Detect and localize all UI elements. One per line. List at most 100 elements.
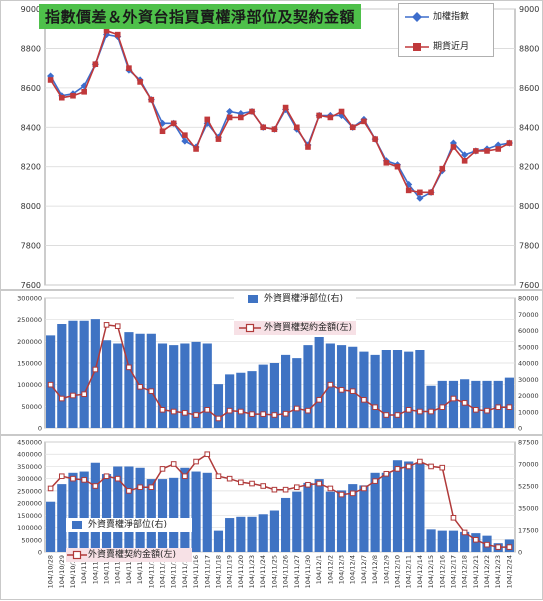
y-tick-left: 0 (38, 549, 42, 557)
net-position-bar (325, 491, 335, 552)
y-tick-left: 300000 (17, 475, 42, 483)
x-tick-date: 104/12/2 (326, 555, 334, 584)
x-tick-date: 104/12/23 (494, 555, 502, 588)
index-point (461, 151, 469, 159)
net-position-bar (46, 335, 56, 428)
contract-amount-point (428, 408, 434, 415)
futures-point (193, 146, 199, 152)
net-position-bar (101, 340, 112, 428)
x-tick-date: 104/11/11 (159, 555, 167, 588)
index-point (226, 107, 234, 116)
net-position-bar (303, 482, 313, 552)
net-position-bar (68, 472, 78, 552)
contract-amount-point (81, 477, 87, 483)
net-position-bar (292, 491, 302, 552)
x-tick-date: 104/11/30 (304, 555, 312, 588)
contract-amount-point (238, 408, 244, 415)
contract-amount-point (305, 481, 311, 488)
hollow-square-marker-icon (239, 323, 261, 333)
call-legend: 外資買權淨部位(右) 外資買權契約金額(左) (234, 291, 356, 335)
contract-amount-point (439, 404, 446, 411)
x-tick-date: 104/11/24 (259, 555, 267, 588)
x-tick-date: 104/11/13 (181, 555, 189, 588)
contract-amount-point (170, 408, 177, 415)
x-tick-date: 104/10/28 (47, 555, 55, 588)
contract-amount-point (92, 483, 99, 489)
contract-amount-point (506, 404, 513, 411)
x-tick-date: 104/12/15 (427, 555, 435, 588)
net-position-bar (392, 460, 403, 552)
net-position-bar (247, 371, 257, 428)
legend-label-futures: 期貨近月 (433, 42, 470, 52)
contract-amount-point (405, 407, 412, 413)
futures-point (271, 126, 278, 133)
put-options-panel: 0 50000 100000 150000 200000 250000 300000 3500… (0, 435, 543, 600)
net-position-bar (202, 472, 212, 552)
x-tick-date: 104/11/25 (270, 555, 278, 588)
x-tick-date: 104/12/7 (360, 555, 368, 584)
y-tick-left: 8000 (21, 202, 41, 211)
futures-point (405, 187, 412, 194)
y-tick-right: 10000 (518, 408, 539, 416)
net-position-bar (225, 518, 235, 552)
x-tick-date: 104/12/10 (394, 555, 402, 588)
contract-amount-point (473, 536, 479, 543)
legend-item-call-position: 外資買權淨部位(右) (234, 292, 356, 306)
contract-amount-point (405, 463, 412, 470)
futures-point (126, 65, 132, 71)
futures-point (170, 120, 177, 127)
x-tick-date: 104/11/27 (293, 555, 301, 588)
x-tick-date: 104/11/19 (226, 555, 234, 588)
contract-amount-point (439, 464, 446, 471)
bar-swatch-icon (72, 521, 82, 529)
net-position-bar (146, 479, 156, 552)
legend-label-call-position: 外資買權淨部位(右) (264, 294, 344, 304)
y-tick-right: 8800 (519, 44, 539, 53)
net-position-bar (180, 467, 190, 552)
net-position-bar (236, 516, 246, 552)
y-tick-left: 8800 (21, 44, 41, 53)
x-tick-date: 104/12/18 (461, 555, 469, 588)
y-tick-left: 200000 (17, 338, 42, 346)
futures-point (461, 158, 468, 164)
x-tick-date: 104/11/9 (136, 555, 144, 584)
y-tick-left: 200000 (17, 500, 42, 508)
contract-amount-point (450, 514, 457, 521)
y-tick-right: 87500 (518, 439, 539, 447)
futures-point (249, 108, 255, 115)
contract-amount-point (58, 473, 65, 480)
contract-amount-point (506, 544, 513, 550)
futures-point (495, 146, 502, 152)
y-tick-left: 0 (38, 425, 42, 433)
contract-amount-point (70, 392, 76, 399)
y-tick-right: 52500 (518, 483, 539, 491)
put-options-chart: 0 50000 100000 150000 200000 250000 300000 3500… (17, 439, 539, 589)
net-position-bar (213, 530, 224, 552)
contract-amount-point (182, 410, 188, 416)
futures-point (204, 116, 211, 123)
x-tick-date: 104/11/6 (125, 555, 133, 584)
contract-amount-point (170, 461, 177, 467)
futures-point (159, 128, 166, 135)
contract-amount-point (137, 384, 143, 390)
net-position-bar (426, 385, 436, 428)
y-tick-left: 150000 (17, 512, 42, 520)
contract-amount-point (70, 475, 76, 482)
net-position-bar (101, 474, 112, 552)
contract-amount-point (293, 405, 300, 412)
y-tick-left: 9000 (21, 5, 41, 14)
net-position-bar (79, 320, 89, 428)
contract-amount-point (249, 411, 255, 417)
y-tick-right: 0 (518, 425, 522, 433)
x-tick-date: 104/11/3 (91, 555, 99, 584)
contract-amount-point (238, 479, 244, 486)
contract-amount-point (372, 404, 378, 411)
net-position-bar (404, 461, 414, 552)
y-tick-right: 70000 (518, 311, 539, 319)
index-point (416, 194, 424, 202)
x-tick-date: 104/12/21 (472, 555, 480, 588)
contract-amount-point (204, 451, 211, 458)
net-position-bar (370, 472, 380, 552)
net-position-bar (314, 337, 324, 428)
net-position-bar (191, 471, 201, 552)
